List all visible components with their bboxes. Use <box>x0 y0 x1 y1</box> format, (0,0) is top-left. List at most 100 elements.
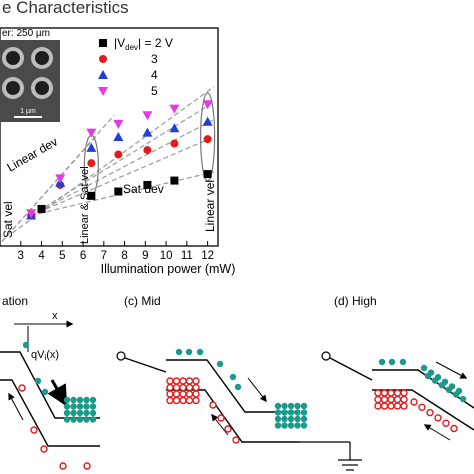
electron <box>63 409 71 417</box>
hole <box>40 445 48 453</box>
legend-label-1: 3 <box>151 52 158 66</box>
electron <box>274 422 282 429</box>
electron <box>459 395 467 403</box>
data-point-series-2 <box>142 127 153 137</box>
data-point-series-1 <box>87 159 96 168</box>
annotation-sat-vel: Sat vel <box>1 201 15 238</box>
potential-label: qVi(x) <box>31 349 59 362</box>
legend: |Vdev| = 2 V3 4 5 <box>98 36 173 98</box>
panel-c-label: (c) Mid <box>124 294 161 308</box>
x-label: x <box>52 310 58 322</box>
electron <box>70 403 77 410</box>
data-point-series-3 <box>113 119 124 129</box>
data-point-series-2 <box>202 116 213 126</box>
data-point-series-2 <box>169 123 180 133</box>
x-tick-label: 8 <box>121 250 127 262</box>
hole-drift-arrow-b <box>8 392 24 421</box>
hole <box>209 401 217 409</box>
hole <box>380 395 389 404</box>
hole <box>393 389 402 397</box>
electron <box>388 358 396 366</box>
electron <box>70 396 77 404</box>
electron <box>89 416 97 423</box>
panel-d: (d) High <box>321 294 474 441</box>
sem-inset: 1 µm er: 250 µm <box>0 28 60 122</box>
hole <box>59 462 67 470</box>
electron <box>76 396 84 404</box>
hole <box>192 390 200 398</box>
data-point-series-3 <box>169 104 180 114</box>
electron <box>216 360 224 368</box>
hole <box>166 396 174 405</box>
panel-d-label: (d) High <box>334 294 377 308</box>
electron <box>441 378 449 385</box>
hole <box>450 424 458 433</box>
annotation-linear-sat-vel: Linear & Sat vel <box>79 166 91 244</box>
hole <box>374 389 382 397</box>
electron <box>294 402 301 410</box>
legend-marker-2 <box>98 70 108 79</box>
annotation-sat-dev: Sat dev <box>123 182 164 196</box>
trend-line <box>30 101 215 216</box>
electron <box>83 416 90 423</box>
electron <box>89 409 97 417</box>
scale-bar-label: 1 µm <box>20 108 36 115</box>
data-point-series-1 <box>143 146 152 155</box>
hole-drift-arrow-d <box>423 424 451 441</box>
electron <box>378 358 386 366</box>
electron <box>76 416 84 423</box>
plot-frame <box>0 27 219 247</box>
hole <box>185 377 194 385</box>
electron <box>294 415 301 423</box>
data-point-series-2 <box>113 132 124 141</box>
electron <box>399 358 407 366</box>
hole <box>30 426 38 434</box>
hole <box>232 436 240 444</box>
x-tick-label: 10 <box>160 250 173 262</box>
trend-lines <box>1 86 215 243</box>
hole <box>387 389 395 397</box>
data-point-series-0 <box>170 176 179 185</box>
hole <box>400 395 408 404</box>
data-point-series-1 <box>170 139 179 148</box>
hole <box>224 425 232 433</box>
x-tick-label: 5 <box>59 250 65 262</box>
x-tick-label: 9 <box>142 250 148 262</box>
electron <box>448 383 456 390</box>
electron <box>287 422 295 429</box>
electron <box>70 409 77 417</box>
valence-band-c <box>166 389 300 443</box>
legend-marker-3 <box>98 87 108 96</box>
panel-b-label: ation <box>2 294 28 308</box>
hole <box>393 402 402 410</box>
electron <box>89 403 97 410</box>
electron <box>300 402 308 410</box>
data-point-series-2 <box>86 142 97 152</box>
hole <box>179 390 187 398</box>
hole <box>179 396 187 405</box>
hole <box>387 395 395 404</box>
hole <box>172 390 181 398</box>
annotation-linear-dev: Linear dev <box>5 134 61 174</box>
hole <box>192 396 200 405</box>
hole <box>434 414 442 422</box>
electron <box>274 402 282 410</box>
x-tick-label: 6 <box>80 250 86 262</box>
hole <box>380 389 389 397</box>
electron <box>294 422 301 429</box>
electron <box>427 369 435 376</box>
x-axis-label: Illumination power (mW) <box>101 262 236 276</box>
electron <box>287 402 295 410</box>
hole <box>426 408 434 417</box>
annotation-linear-vel: Linear vel <box>203 180 217 232</box>
electron <box>83 403 90 410</box>
hole <box>172 396 181 405</box>
electron <box>229 373 237 381</box>
inset-caption: er: 250 µm <box>2 28 50 39</box>
electron <box>70 416 77 423</box>
hole <box>374 402 382 410</box>
electron <box>76 403 84 410</box>
electron <box>300 415 308 423</box>
electron-drift-arrow-d <box>435 361 468 379</box>
